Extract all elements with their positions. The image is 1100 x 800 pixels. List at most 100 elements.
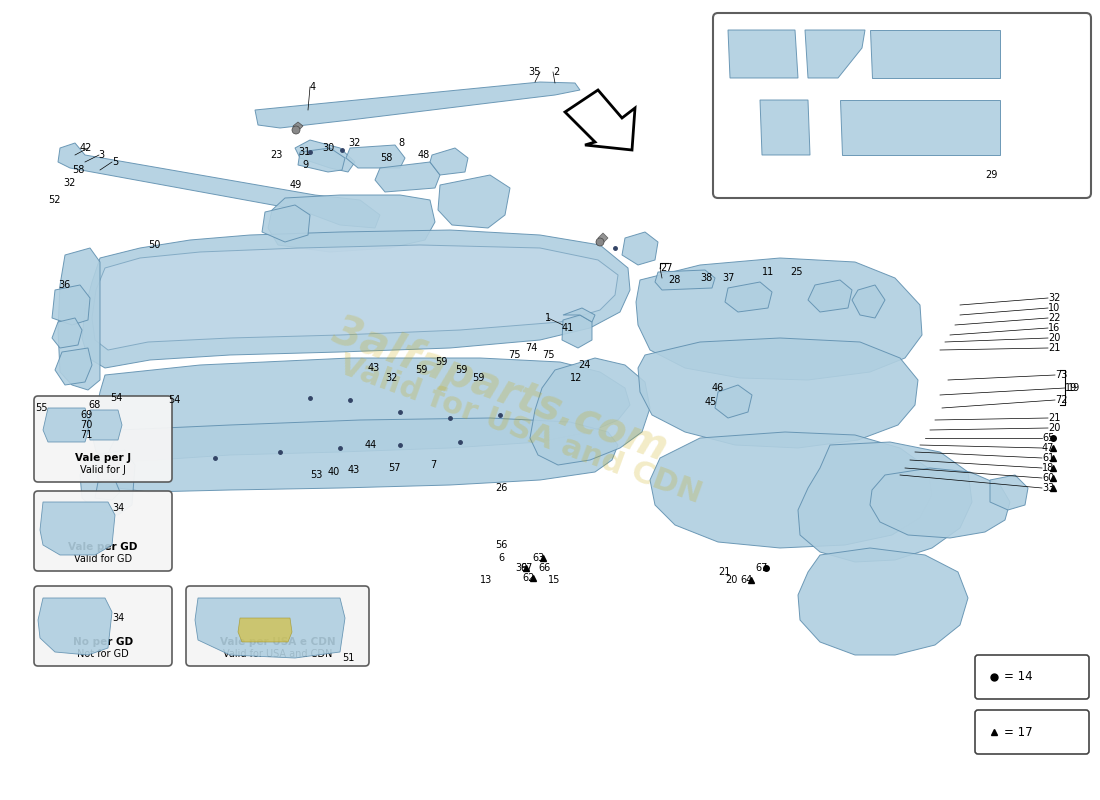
Text: 74: 74 [525, 343, 538, 353]
Circle shape [292, 126, 300, 134]
Text: 39: 39 [515, 563, 527, 573]
Polygon shape [375, 162, 440, 192]
Polygon shape [43, 408, 90, 442]
Polygon shape [104, 418, 618, 492]
Polygon shape [255, 82, 580, 128]
Text: 7: 7 [430, 460, 437, 470]
Polygon shape [238, 618, 292, 642]
Text: 75: 75 [542, 350, 554, 360]
Text: Vale per J: Vale per J [75, 453, 131, 463]
Text: 67: 67 [520, 563, 532, 573]
Polygon shape [840, 100, 1000, 155]
Polygon shape [295, 140, 355, 172]
Text: 16: 16 [1048, 323, 1060, 333]
Polygon shape [92, 358, 630, 462]
FancyBboxPatch shape [186, 586, 368, 666]
Text: 31: 31 [298, 147, 310, 157]
Polygon shape [805, 30, 865, 78]
Text: 15: 15 [548, 575, 560, 585]
Text: 33: 33 [1042, 483, 1054, 493]
Text: 20: 20 [725, 575, 737, 585]
Text: 10: 10 [1048, 303, 1060, 313]
Text: 68: 68 [88, 400, 100, 410]
FancyBboxPatch shape [975, 710, 1089, 754]
Polygon shape [40, 502, 116, 555]
Text: 71: 71 [80, 430, 92, 440]
FancyBboxPatch shape [34, 491, 172, 571]
Text: = 14: = 14 [1004, 670, 1033, 683]
Text: 25: 25 [790, 267, 803, 277]
Text: 29: 29 [984, 170, 998, 180]
Polygon shape [95, 480, 120, 500]
Text: No per GD: No per GD [73, 637, 133, 647]
Text: 5: 5 [112, 157, 119, 167]
Polygon shape [562, 315, 592, 348]
FancyBboxPatch shape [975, 655, 1089, 699]
Polygon shape [52, 318, 82, 348]
Text: 57: 57 [388, 463, 400, 473]
Polygon shape [808, 280, 852, 312]
Text: 51: 51 [342, 653, 354, 663]
Polygon shape [80, 450, 135, 515]
Text: 37: 37 [722, 273, 735, 283]
FancyBboxPatch shape [34, 396, 172, 482]
Text: 26: 26 [495, 483, 507, 493]
Text: 44: 44 [365, 440, 377, 450]
Text: 52: 52 [48, 195, 60, 205]
Text: 34: 34 [112, 503, 124, 513]
Polygon shape [852, 285, 886, 318]
Text: 55: 55 [35, 403, 47, 413]
Polygon shape [870, 468, 1010, 538]
Text: 35: 35 [528, 67, 540, 77]
Polygon shape [565, 90, 635, 150]
Text: 20: 20 [1048, 423, 1060, 433]
FancyBboxPatch shape [713, 13, 1091, 198]
Text: 65: 65 [1042, 433, 1055, 443]
Polygon shape [430, 148, 468, 175]
Circle shape [596, 238, 604, 246]
Text: 30: 30 [322, 143, 334, 153]
Text: 3alfaparts.com: 3alfaparts.com [327, 310, 673, 470]
Text: 48: 48 [418, 150, 430, 160]
Text: 59: 59 [415, 365, 428, 375]
Text: 23: 23 [270, 150, 283, 160]
Text: 50: 50 [148, 240, 161, 250]
Text: 67: 67 [755, 563, 768, 573]
Text: 45: 45 [705, 397, 717, 407]
Polygon shape [715, 385, 752, 418]
Text: 60: 60 [1042, 473, 1054, 483]
Text: 4: 4 [310, 82, 316, 92]
Text: 32: 32 [385, 373, 397, 383]
Polygon shape [298, 148, 345, 172]
Polygon shape [88, 410, 122, 440]
Polygon shape [92, 245, 618, 350]
Polygon shape [760, 100, 810, 155]
Text: 72: 72 [1055, 395, 1067, 405]
Text: 32: 32 [348, 138, 361, 148]
Text: 38: 38 [700, 273, 713, 283]
Polygon shape [39, 598, 112, 655]
Polygon shape [82, 230, 630, 368]
Text: 54: 54 [110, 393, 122, 403]
Text: 21: 21 [1048, 413, 1060, 423]
Polygon shape [268, 195, 434, 252]
Text: 22: 22 [1048, 313, 1060, 323]
Text: 75: 75 [508, 350, 520, 360]
Text: 58: 58 [72, 165, 85, 175]
Polygon shape [798, 442, 972, 562]
Text: Valid for USA and CDN: Valid for USA and CDN [334, 350, 705, 510]
Text: 24: 24 [578, 360, 591, 370]
Text: 8: 8 [398, 138, 404, 148]
Text: 69: 69 [80, 410, 92, 420]
Polygon shape [58, 143, 380, 228]
Text: 19: 19 [1068, 383, 1080, 393]
Text: Valid for GD: Valid for GD [74, 554, 132, 564]
Text: 46: 46 [712, 383, 724, 393]
Text: 58: 58 [379, 153, 393, 163]
Polygon shape [990, 475, 1028, 510]
Polygon shape [293, 122, 303, 131]
Text: 32: 32 [1048, 293, 1060, 303]
Polygon shape [52, 285, 90, 325]
Polygon shape [870, 30, 1000, 78]
Text: 13: 13 [480, 575, 493, 585]
